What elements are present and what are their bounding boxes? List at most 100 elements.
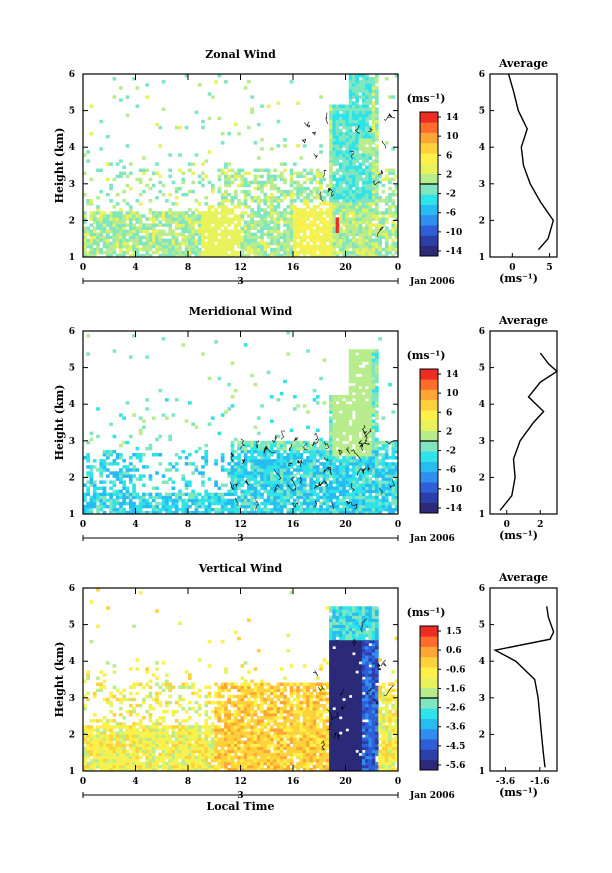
heatmap-cell — [191, 422, 195, 426]
heatmap-cell — [394, 449, 399, 454]
heatmap-cell — [217, 220, 222, 224]
heatmap-cell — [256, 507, 261, 512]
heatmap-cell — [335, 113, 340, 118]
heatmap-cell — [250, 220, 255, 224]
heatmap-cell — [122, 749, 127, 754]
heatmap-cell — [260, 220, 264, 224]
heatmap-cell — [335, 395, 340, 399]
heatmap-cell — [361, 395, 366, 399]
heatmap-cell — [371, 168, 376, 172]
heatmap-cell — [345, 462, 350, 466]
heatmap-cell — [299, 462, 304, 466]
heatmap-cell — [388, 456, 392, 460]
heatmap-cell — [128, 713, 133, 717]
heatmap-cell — [158, 214, 163, 218]
heatmap-cell — [338, 177, 343, 182]
heatmap-cell — [352, 177, 356, 182]
heatmap-cell — [237, 220, 241, 224]
heatmap-cell — [329, 495, 333, 500]
heatmap-cell — [358, 358, 363, 362]
heatmap-cell — [105, 722, 110, 726]
heatmap-cell — [122, 214, 127, 218]
heatmap-cell — [312, 510, 317, 515]
heatmap-cell — [161, 507, 166, 512]
contour-line — [304, 121, 311, 128]
heatmap-cell — [96, 676, 100, 680]
heatmap-cell — [388, 382, 392, 387]
heatmap-cell — [217, 492, 222, 497]
heatmap-cell — [322, 510, 327, 515]
heatmap-cell — [194, 110, 199, 115]
heatmap-cell — [122, 220, 127, 224]
heatmap-cell — [122, 244, 127, 249]
heatmap-cell — [286, 440, 291, 445]
heatmap-cell — [253, 244, 258, 249]
heatmap-cell — [358, 186, 363, 191]
heatmap-cell — [263, 489, 268, 494]
heatmap-cell — [312, 459, 317, 463]
heatmap-cell — [105, 697, 110, 702]
heatmap-cell — [102, 214, 107, 218]
contour-line — [287, 484, 297, 492]
heatmap-cell — [266, 477, 271, 481]
heatmap-cell — [256, 453, 261, 457]
heatmap-cell — [302, 247, 307, 252]
heatmap-cell — [345, 110, 350, 115]
heatmap-cell — [142, 189, 146, 194]
heatmap-cell — [227, 211, 232, 215]
heatmap-cell — [345, 247, 350, 252]
heatmap-cell — [365, 507, 369, 512]
heatmap-cell — [92, 492, 97, 497]
heatmap-cell — [220, 168, 225, 172]
contour-line — [326, 466, 332, 474]
heatmap-cell — [99, 752, 104, 757]
heatmap-cell — [279, 235, 284, 240]
heatmap-cell — [332, 107, 337, 111]
heatmap-cell — [247, 189, 251, 194]
heatmap-cell — [115, 501, 120, 506]
heatmap-cell — [105, 661, 110, 665]
heatmap-cell — [214, 238, 218, 243]
heatmap-cell — [240, 235, 245, 240]
heatmap-cell — [358, 74, 363, 78]
heatmap-cell — [253, 250, 258, 255]
heatmap-cell — [289, 229, 294, 233]
heatmap-cell — [145, 498, 150, 503]
heatmap-cell — [293, 223, 297, 227]
heatmap-cell — [365, 192, 369, 197]
heatmap-cell — [161, 214, 166, 218]
heatmap-cell — [335, 144, 340, 148]
heatmap-cell — [299, 507, 304, 512]
heatmap-cell — [142, 700, 146, 705]
heatmap-cell — [329, 235, 333, 240]
heatmap-cell — [197, 501, 202, 506]
contour-line — [293, 437, 299, 442]
heatmap-cell — [375, 437, 379, 442]
heatmap-cell — [283, 459, 287, 463]
heatmap-cell — [345, 174, 350, 179]
heatmap-cell — [266, 459, 271, 463]
heatmap-cell — [368, 468, 373, 472]
heatmap-cell — [122, 507, 127, 512]
heatmap-cell — [102, 220, 107, 224]
heatmap-cell — [332, 489, 337, 494]
heatmap-cell — [338, 162, 343, 166]
heatmap-cell — [184, 480, 189, 484]
heatmap-cell — [184, 462, 189, 466]
heatmap-cell — [345, 419, 350, 423]
heatmap-cell — [358, 462, 363, 466]
heatmap-cell — [115, 495, 120, 500]
heatmap-cell — [293, 241, 297, 246]
heatmap-cell — [335, 480, 340, 484]
heatmap-cell — [181, 250, 186, 255]
heatmap-cell — [361, 89, 366, 93]
heatmap-cell — [83, 752, 87, 757]
heatmap-cell — [263, 483, 268, 487]
heatmap-cell — [250, 449, 255, 454]
heatmap-cell — [194, 208, 199, 212]
heatmap-cell — [348, 250, 353, 255]
heatmap-cell — [315, 459, 320, 463]
heatmap-cell — [96, 226, 100, 230]
heatmap-cell — [358, 110, 363, 115]
heatmap-cell — [230, 504, 235, 509]
